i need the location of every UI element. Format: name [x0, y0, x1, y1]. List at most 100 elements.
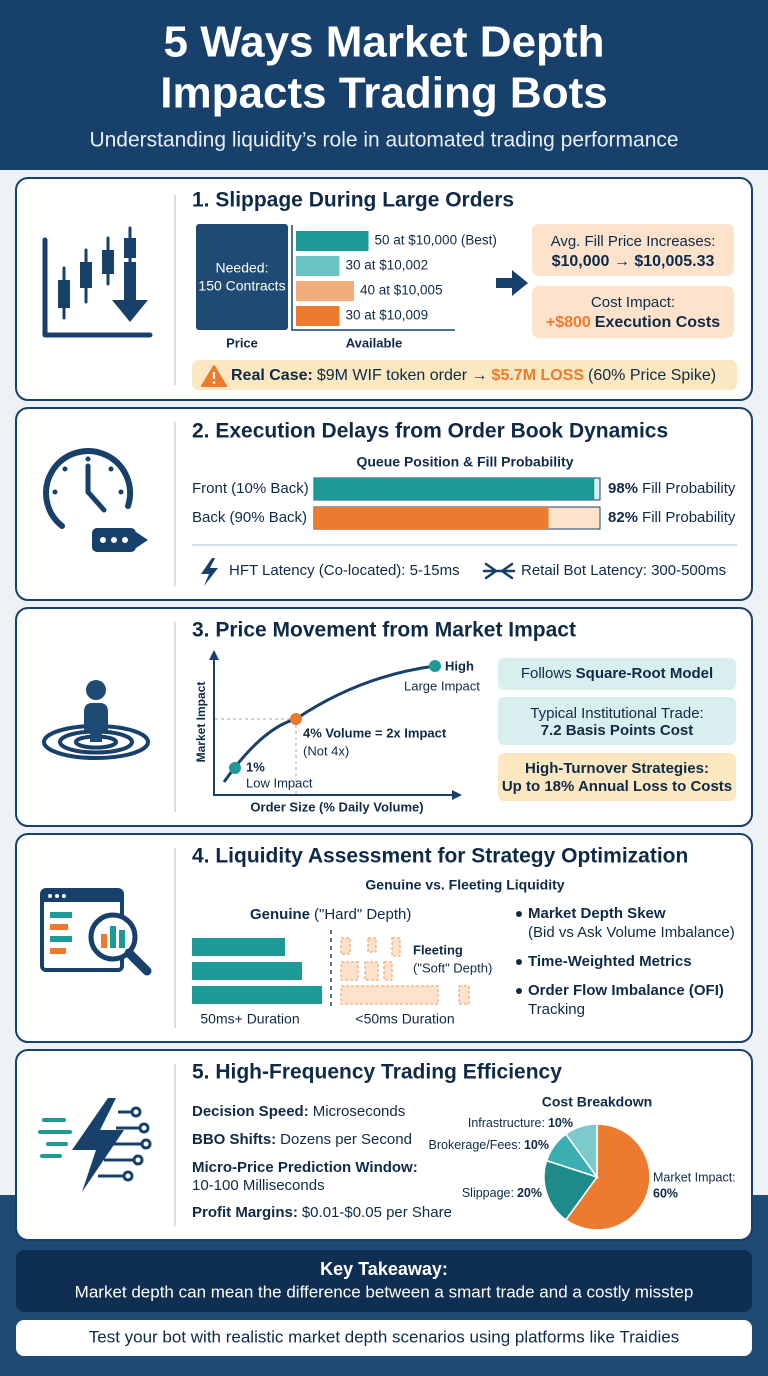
decoration	[458, 985, 470, 1005]
info-text: High-Turnover Strategies:	[525, 760, 709, 777]
pie-slice	[564, 1123, 651, 1231]
stat-label: BBO Shifts:	[192, 1131, 276, 1148]
fill-value: 82%	[608, 509, 638, 526]
decoration	[50, 924, 68, 930]
curve-point	[429, 660, 441, 672]
fleeting-label: ("Soft" Depth)	[413, 960, 492, 975]
slice-value: 20%	[517, 1186, 542, 1200]
decoration	[43, 448, 133, 529]
bullet-dot	[516, 959, 522, 965]
stat: BBO Shifts: Dozens per Second	[192, 1131, 412, 1148]
decoration	[192, 962, 302, 980]
row-label: Front (10% Back)	[192, 480, 309, 497]
callout-text: Avg. Fill Price Increases:	[551, 233, 716, 250]
needed-label: Needed:	[216, 260, 269, 276]
decoration	[112, 262, 148, 322]
curve-point	[229, 762, 241, 774]
stat-value: 10-100 Milliseconds	[192, 1177, 325, 1194]
decoration	[340, 985, 439, 1005]
section-title: 5. High-Frequency Trading Efficiency	[192, 1061, 562, 1084]
icon-target	[42, 680, 150, 760]
pie-slice	[564, 1123, 598, 1180]
stat-value: $0.01-$0.05 per Share	[302, 1204, 452, 1221]
section-title: 3. Price Movement from Market Impact	[192, 619, 576, 642]
stat-value: Microseconds	[313, 1103, 406, 1120]
highlight: +$800	[546, 314, 591, 331]
icon-hft	[38, 1098, 152, 1192]
order-label: 30 at $10,009	[346, 308, 429, 323]
decoration	[108, 466, 114, 472]
decoration	[138, 1122, 150, 1134]
slice-value: 60%	[653, 1186, 678, 1200]
decoration	[119, 930, 125, 948]
decoration	[340, 937, 351, 955]
needed-box	[196, 224, 288, 330]
decoration	[100, 537, 106, 543]
decoration	[340, 961, 359, 981]
curve-point	[290, 713, 302, 725]
decoration	[101, 934, 107, 948]
y-axis-label: Market Impact	[194, 682, 208, 763]
slice-value: 10%	[548, 1116, 573, 1130]
info-text: Typical Institutional Trade:	[530, 705, 703, 722]
genuine-label: ("Hard" Depth)	[314, 906, 411, 923]
duration-label: 50ms+ Duration	[200, 1011, 299, 1027]
callout	[532, 286, 734, 338]
guide-line	[214, 718, 297, 795]
decoration	[42, 890, 122, 902]
info-text: Up to 18% Annual Loss to Costs	[502, 778, 732, 795]
icon-clock	[43, 448, 148, 552]
fill-value: 98%	[608, 480, 638, 497]
decoration	[192, 938, 285, 956]
latency: Retail Bot Latency: 300-500ms	[521, 562, 726, 579]
decoration	[80, 262, 92, 288]
callout-rest: Execution Costs	[595, 314, 720, 331]
section-title: 4. Liquidity Assessment for Strategy Opt…	[192, 845, 688, 868]
callout-text: $10,000 → $10,005.33	[552, 253, 715, 270]
real-case-label: Real Case:	[231, 367, 313, 384]
duration-label: <50ms Duration	[355, 1011, 454, 1027]
chart-title: Cost Breakdown	[542, 1094, 652, 1110]
arrow	[496, 270, 528, 296]
slice-label: Slippage: 20%	[462, 1186, 542, 1200]
axis-line	[213, 654, 458, 796]
axis-line	[291, 225, 455, 331]
decoration	[85, 489, 107, 513]
point-label: 4% Volume = 2x Impact	[303, 725, 447, 740]
stat: Profit Margins: $0.01-$0.05 per Share	[192, 1204, 452, 1221]
decoration	[48, 894, 52, 898]
decoration	[132, 1154, 144, 1166]
stat: Decision Speed: Microseconds	[192, 1103, 405, 1120]
cta-box[interactable]	[16, 1320, 752, 1356]
stat-label: Decision Speed:	[192, 1103, 309, 1120]
order-label: 50 at $10,000 (Best)	[375, 233, 497, 248]
highlight: $5.7M LOSS	[492, 367, 585, 384]
decoration	[50, 936, 72, 942]
fill-label: 98% Fill Probability	[608, 480, 736, 497]
needed-label: 150 Contracts	[198, 278, 285, 294]
order-bars: 50 at $10,000 (Best) 30 at $10,002 40 at $…	[296, 231, 497, 326]
icon-candles	[42, 226, 153, 338]
info-text: 7.2 Basis Points Cost	[541, 722, 694, 739]
header: 5 Ways Market Depth Impacts Trading Bots…	[89, 18, 678, 152]
fill-label: 82% Fill Probability	[608, 509, 736, 526]
info-text: Follows Square-Root Model	[521, 665, 713, 682]
info-text: Follows	[521, 665, 572, 682]
genuine-label: Genuine	[250, 906, 310, 923]
fill-bar	[314, 507, 549, 529]
real-case: Real Case: $9M WIF token order → $5.7M LOS…	[231, 367, 716, 384]
bullet-detail: Tracking	[528, 1001, 585, 1018]
header-band	[0, 0, 768, 170]
decoration	[102, 250, 114, 274]
point-label: Large Impact	[404, 678, 480, 693]
cta-text[interactable]: Test your bot with realistic market dept…	[89, 1327, 680, 1346]
row-label: Back (90% Back)	[192, 509, 307, 526]
slice-value: 10%	[524, 1138, 549, 1152]
takeaway-title: Key Takeaway:	[320, 1259, 448, 1279]
pie-chart: Market Impact: 60% Slippage: 20% Brokerage/F…	[429, 1116, 736, 1231]
fill-suffix: Fill Probability	[642, 480, 736, 497]
fill-bar	[314, 478, 595, 500]
decoration	[212, 381, 216, 384]
stat-label: Profit Margins:	[192, 1204, 298, 1221]
decoration	[72, 1098, 124, 1192]
